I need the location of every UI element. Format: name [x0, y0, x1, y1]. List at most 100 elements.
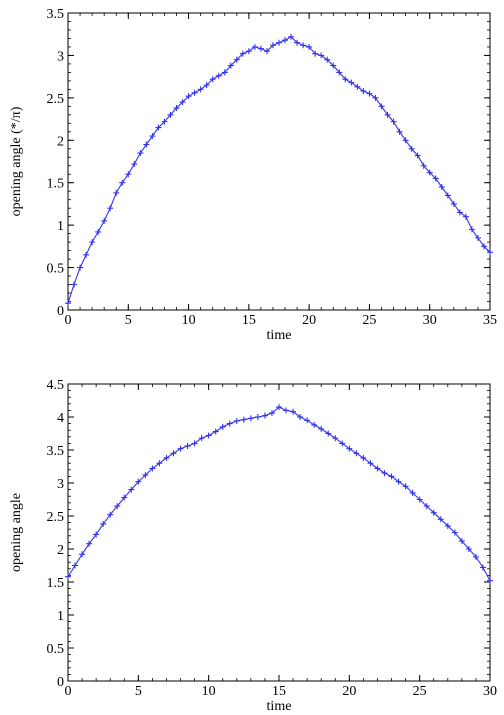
data-point [318, 425, 325, 432]
data-point [430, 509, 437, 516]
data-point [125, 171, 132, 178]
data-point [479, 564, 486, 571]
data-point [233, 417, 240, 424]
data-point [474, 234, 481, 241]
x-axis-label: time [267, 328, 292, 343]
data-point [384, 111, 391, 118]
x-tick-label: 10 [202, 684, 216, 699]
data-point [191, 440, 198, 447]
data-point [276, 39, 282, 46]
data-point [149, 465, 156, 472]
data-point [173, 105, 180, 112]
data-point [135, 478, 142, 485]
y-tick-label: 3 [57, 49, 64, 64]
data-point [487, 577, 493, 584]
data-point [451, 529, 458, 536]
data-point [89, 239, 96, 246]
y-axis-label: opening angle [9, 493, 24, 572]
data-point [311, 421, 318, 428]
data-point [348, 79, 355, 86]
series-line [67, 406, 491, 581]
x-tick-label: 15 [242, 313, 256, 328]
data-point [462, 213, 469, 220]
data-point [137, 150, 144, 157]
chart-1: 0 5 10 15 20 25 30 35 0 0.5 1 1.5 2 2.5 3 3.5 time openin… [9, 7, 497, 343]
data-point [468, 226, 475, 233]
series-line [67, 36, 491, 304]
data-point [487, 249, 493, 256]
x-tick-label: 0 [65, 684, 72, 699]
y-tick-label: 4.5 [47, 378, 65, 393]
data-point [402, 137, 409, 144]
data-point [300, 42, 307, 49]
data-point [458, 538, 465, 545]
data-point [100, 520, 107, 527]
data-point [378, 103, 385, 110]
data-point [226, 420, 233, 427]
data-point [367, 460, 374, 467]
data-point [155, 124, 162, 131]
data-point [77, 264, 84, 271]
data-point [480, 243, 487, 250]
data-point [170, 450, 177, 457]
data-point [95, 228, 102, 235]
data-point [203, 82, 210, 89]
data-point [360, 454, 367, 461]
data-point [450, 200, 457, 207]
data-point [408, 145, 415, 152]
y-tick-label: 2.5 [47, 92, 65, 107]
data-point [184, 443, 191, 450]
y-tick-label: 0.5 [47, 642, 65, 657]
data-point [240, 416, 247, 423]
data-point [366, 90, 373, 97]
data-point [374, 465, 381, 472]
data-point [167, 111, 174, 118]
data-point [276, 404, 282, 411]
data-point [342, 76, 349, 83]
data-point [198, 435, 205, 442]
x-tick-label: 5 [125, 313, 132, 328]
data-point [409, 489, 416, 496]
y-tick-label: 0 [57, 675, 64, 690]
data-point [444, 192, 451, 199]
y-tick-label: 2 [57, 543, 64, 558]
data-point [107, 205, 114, 212]
y-tick-label: 1.5 [47, 576, 65, 591]
y-tick-label: 3 [57, 477, 64, 492]
x-tick-label: 20 [302, 313, 316, 328]
data-point [209, 76, 216, 83]
data-point [416, 496, 423, 503]
y-tick-label: 1 [57, 609, 64, 624]
data-point [101, 217, 108, 224]
data-point [339, 440, 346, 447]
data-point [390, 118, 397, 125]
data-point [65, 300, 71, 307]
data-point [251, 43, 258, 50]
data-point [330, 62, 337, 69]
data-point [71, 281, 78, 288]
plot-frame [67, 383, 491, 682]
data-point [472, 553, 479, 560]
data-point [121, 494, 128, 501]
data-point [205, 432, 212, 439]
y-tick-label: 1 [57, 219, 64, 234]
data-point [83, 251, 90, 258]
data-point [131, 161, 138, 168]
data-point [437, 516, 444, 523]
data-point [177, 445, 184, 452]
data-point [402, 483, 409, 490]
y-tick-label: 3.5 [47, 444, 65, 459]
data-point [143, 141, 150, 148]
data-point [324, 56, 331, 63]
y-tick-label: 0.5 [47, 262, 65, 277]
data-point [438, 183, 445, 190]
data-point [72, 562, 79, 569]
y-tick-label: 3.5 [47, 7, 65, 22]
data-point [119, 179, 126, 186]
data-point [420, 162, 427, 169]
data-point [325, 430, 332, 437]
data-point [161, 118, 168, 125]
x-tick-label: 5 [135, 684, 142, 699]
data-point [465, 546, 472, 552]
